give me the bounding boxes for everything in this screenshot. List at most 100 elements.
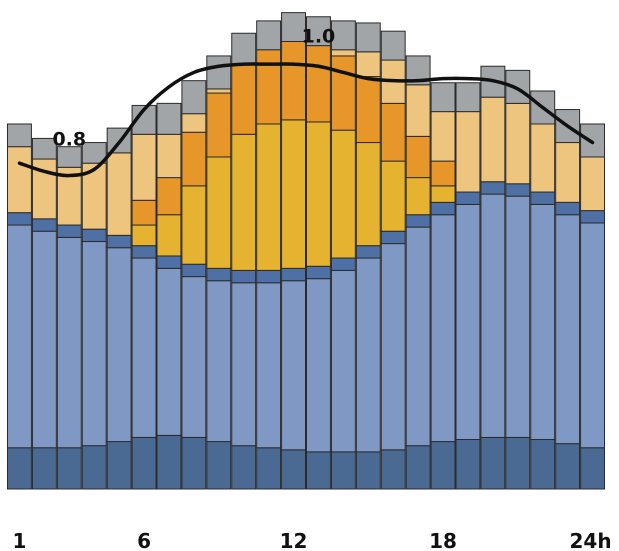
bar-segment-9-layer-6	[206, 88, 232, 94]
bar-segment-7-layer-1	[156, 434, 182, 490]
total-line	[17, 62, 595, 178]
bar-segment-15-layer-5	[355, 76, 381, 144]
annotation-label-2: 1.0	[302, 25, 336, 47]
bar-segment-21-layer-1	[505, 436, 531, 490]
bar-segment-18-layer-2	[430, 214, 456, 443]
bar-segment-1-layer-7	[7, 123, 32, 148]
bar-segment-1-layer-2	[7, 224, 32, 449]
bar-segment-19-layer-7	[455, 82, 481, 113]
bar-segment-12-layer-5	[281, 41, 306, 121]
bar-segment-23-layer-6	[555, 142, 581, 203]
x-tick-label-1: 1	[12, 529, 26, 551]
bar-segment-13-layer-5	[306, 45, 331, 123]
bar-segment-9-layer-4	[206, 156, 232, 269]
bar-segment-20-layer-3	[480, 181, 506, 195]
bar-segment-16-layer-5	[380, 102, 406, 162]
bar-segment-8-layer-3	[181, 263, 207, 278]
bar-segment-3-layer-1	[56, 447, 82, 490]
bar-segment-6-layer-6	[131, 133, 157, 201]
bar-segment-4-layer-3	[81, 228, 107, 243]
bar-segment-14-layer-7	[330, 20, 356, 51]
bar-segment-12-layer-4	[281, 119, 306, 269]
bar-segment-1-layer-1	[7, 447, 32, 490]
bar-segment-7-layer-4	[156, 214, 182, 257]
bar-segment-17-layer-7	[405, 55, 431, 86]
bar-segment-18-layer-4	[430, 185, 456, 203]
bar-segment-18-layer-6	[430, 111, 456, 162]
bar-segment-18-layer-5	[430, 160, 456, 187]
bar-segment-12-layer-3	[281, 267, 306, 282]
bar-segment-15-layer-4	[355, 142, 381, 247]
bar-segment-19-layer-1	[455, 439, 481, 490]
bar-segment-22-layer-2	[530, 203, 556, 440]
bar-segment-15-layer-7	[355, 22, 381, 53]
bar-segment-6-layer-2	[131, 257, 157, 438]
bar-segment-4-layer-2	[81, 241, 107, 447]
bar-segment-21-layer-3	[505, 183, 531, 197]
bar-segment-9-layer-1	[206, 441, 232, 490]
bar-segment-8-layer-7	[181, 80, 207, 115]
line-layer	[17, 62, 595, 178]
bar-segment-5-layer-6	[106, 152, 132, 236]
bar-segment-19-layer-2	[455, 203, 481, 440]
bar-segment-15-layer-2	[355, 257, 381, 453]
bar-segment-4-layer-7	[81, 142, 107, 164]
bar-segment-13-layer-1	[306, 451, 331, 490]
bar-segment-3-layer-7	[56, 146, 82, 168]
bar-segment-23-layer-1	[555, 443, 581, 490]
bar-segment-14-layer-6	[330, 49, 356, 57]
bar-segment-9-layer-3	[206, 267, 232, 282]
bar-segment-16-layer-3	[380, 230, 406, 245]
bar-segment-6-layer-1	[131, 436, 157, 490]
bar-segment-8-layer-6	[181, 113, 207, 133]
bar-segment-5-layer-3	[106, 234, 132, 249]
bar-segment-18-layer-1	[430, 441, 456, 490]
bar-segment-13-layer-4	[306, 121, 331, 267]
bar-segment-10-layer-5	[231, 63, 257, 135]
bar-segment-16-layer-1	[380, 449, 406, 490]
bar-segment-14-layer-4	[330, 129, 356, 259]
bar-segment-10-layer-2	[231, 282, 257, 447]
bar-segment-8-layer-1	[181, 436, 207, 490]
bar-segment-7-layer-5	[156, 177, 182, 216]
bar-segment-16-layer-4	[380, 160, 406, 232]
bar-segment-22-layer-3	[530, 191, 556, 205]
x-axis-tick-labels: 1 6 12 18 24h	[12, 529, 611, 551]
bar-segment-20-layer-2	[480, 193, 506, 438]
bar-segment-7-layer-2	[156, 267, 182, 436]
x-tick-label-4: 18	[429, 529, 457, 551]
bar-segment-17-layer-3	[405, 214, 431, 228]
bar-segment-17-layer-6	[405, 84, 431, 137]
bar-segment-11-layer-5	[256, 49, 282, 125]
bar-segment-11-layer-3	[256, 269, 282, 284]
bar-segment-12-layer-1	[281, 449, 306, 490]
bar-segment-13-layer-7	[306, 16, 331, 47]
bar-segment-2-layer-3	[31, 218, 57, 232]
bar-segment-14-layer-5	[330, 55, 356, 131]
bar-segment-11-layer-4	[256, 123, 282, 271]
bar-segment-13-layer-2	[306, 278, 331, 453]
bar-segment-24-layer-2	[580, 222, 606, 449]
x-tick-label-3: 12	[280, 529, 308, 551]
bar-segment-11-layer-7	[256, 20, 282, 51]
x-tick-label-2: 6	[137, 529, 151, 551]
bar-segment-7-layer-3	[156, 255, 182, 269]
bar-segment-12-layer-7	[281, 12, 306, 43]
bar-segment-19-layer-6	[455, 111, 481, 193]
bar-segment-6-layer-5	[131, 199, 157, 226]
bar-segment-21-layer-7	[505, 69, 531, 104]
bar-segment-1-layer-3	[7, 212, 32, 226]
bar-segment-14-layer-1	[330, 451, 356, 490]
bar-segment-1-layer-6	[7, 146, 32, 214]
x-tick-label-5: 24h	[570, 529, 612, 551]
bar-segment-7-layer-7	[156, 102, 182, 135]
bar-segment-15-layer-1	[355, 451, 381, 490]
bar-segment-11-layer-2	[256, 282, 282, 449]
bar-segment-21-layer-2	[505, 195, 531, 438]
bar-segment-10-layer-4	[231, 133, 257, 271]
bar-segment-17-layer-1	[405, 445, 431, 490]
bar-segment-22-layer-6	[530, 123, 556, 193]
bar-segment-6-layer-7	[131, 104, 157, 135]
bar-segment-12-layer-2	[281, 280, 306, 451]
